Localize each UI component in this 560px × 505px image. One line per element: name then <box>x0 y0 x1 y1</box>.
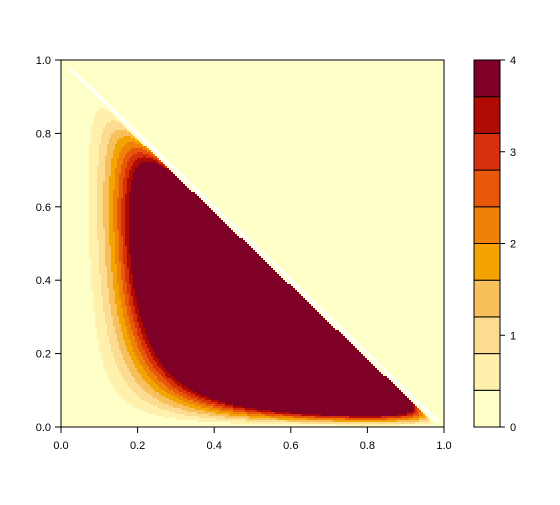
colorbar-swatch <box>473 96 501 134</box>
colorbar-swatch <box>473 389 501 428</box>
x-tick-label: 0.4 <box>207 440 222 452</box>
plot-frame <box>60 59 445 428</box>
colorbar-swatch <box>473 59 501 98</box>
y-tick-label: 0.6 <box>36 202 51 214</box>
colorbar-swatch <box>473 353 501 391</box>
plot-area <box>61 60 444 427</box>
colorbar-tick-label: 4 <box>510 55 516 67</box>
x-tick-label: 0.0 <box>53 440 68 452</box>
x-tick-label: 1.0 <box>436 440 451 452</box>
colorbar-swatch <box>473 132 501 171</box>
colorbar-swatch <box>473 206 501 245</box>
colorbar-tick-label: 0 <box>510 422 516 434</box>
x-tick-label: 0.2 <box>130 440 145 452</box>
y-tick-label: 0.2 <box>36 349 51 361</box>
colorbar-swatch <box>473 279 501 318</box>
colorbar-tick-label: 2 <box>510 239 516 251</box>
axes: 0.0 0.2 0.4 0.6 0.8 1.0 0.0 0.2 0.4 0.6 0.8 1.0 <box>36 55 452 452</box>
x-tick-label: 0.8 <box>360 440 375 452</box>
y-tick-label: 0.8 <box>36 128 51 140</box>
y-tick-label: 1.0 <box>36 55 51 67</box>
colorbar-swatch <box>473 169 501 208</box>
density-surface <box>61 66 437 426</box>
x-tick-label: 0.6 <box>283 440 298 452</box>
colorbar-tick-label: 1 <box>510 330 516 342</box>
support-edge-line <box>67 66 440 423</box>
colorbar-tick-label: 3 <box>510 147 516 159</box>
colorbar-swatch <box>473 316 501 355</box>
y-tick-label: 0.4 <box>36 275 51 287</box>
colorbar-legend: 0 1 2 3 4 <box>473 55 516 434</box>
colorbar-swatch <box>473 243 501 281</box>
y-tick-label: 0.0 <box>36 422 51 434</box>
